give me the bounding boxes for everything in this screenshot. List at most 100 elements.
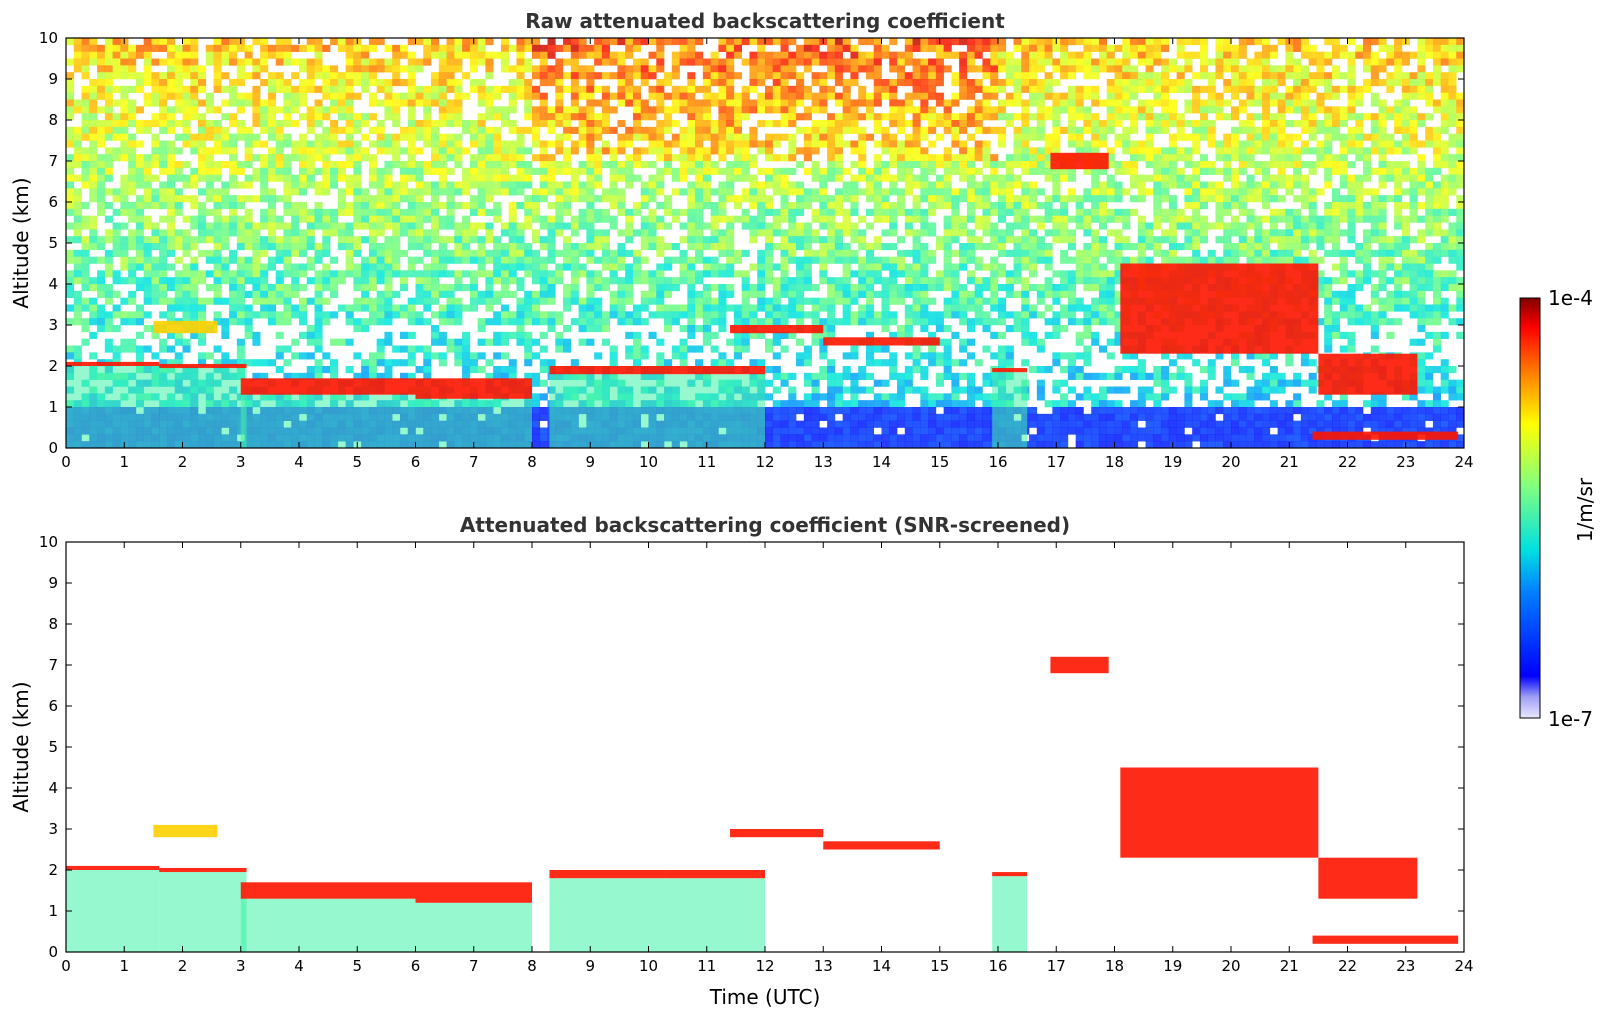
noise-cell <box>1161 65 1170 73</box>
noise-cell <box>780 236 789 244</box>
noise-cell <box>330 147 339 155</box>
noise-cell <box>306 167 315 175</box>
noise-cell <box>1067 65 1076 73</box>
noise-cell <box>454 51 463 59</box>
noise-cell <box>897 249 906 257</box>
noise-cell <box>935 284 944 292</box>
noise-cell <box>128 99 137 107</box>
noise-cell <box>982 215 991 223</box>
noise-cell <box>679 249 688 257</box>
noise-cell <box>330 92 339 100</box>
noise-cell <box>912 133 921 141</box>
noise-cell <box>438 51 447 59</box>
noise-cell <box>982 113 991 121</box>
noise-cell <box>897 65 906 73</box>
noise-cell <box>1440 154 1449 162</box>
noise-cell <box>1339 85 1348 93</box>
noise-cell <box>376 181 385 189</box>
noise-cell <box>446 79 455 87</box>
noise-cell <box>454 284 463 292</box>
noise-cell <box>547 154 556 162</box>
noise-cell <box>399 167 409 175</box>
noise-cell <box>1425 277 1434 285</box>
noise-cell <box>446 215 455 223</box>
noise-cell <box>609 38 618 46</box>
noise-cell <box>1005 58 1014 66</box>
noise-cell <box>889 174 898 182</box>
noise-cell <box>1231 126 1240 134</box>
noise-cell <box>291 229 300 237</box>
noise-cell <box>423 126 432 134</box>
noise-cell <box>1285 51 1294 59</box>
noise-cell <box>733 51 742 59</box>
noise-cell <box>1254 58 1263 66</box>
noise-cell <box>819 92 828 100</box>
noise-cell <box>221 202 230 210</box>
noise-cell <box>625 133 634 141</box>
noise-cell <box>516 38 525 46</box>
noise-cell <box>695 154 704 162</box>
noise-cell <box>1425 51 1434 59</box>
noise-cell <box>275 85 284 93</box>
noise-cell <box>81 44 90 52</box>
noise-cell <box>260 270 269 278</box>
noise-cell <box>89 229 98 237</box>
noise-cell <box>1394 215 1403 223</box>
noise-cell <box>66 222 75 230</box>
noise-cell <box>1262 126 1271 134</box>
noise-cell <box>834 154 843 162</box>
noise-cell <box>135 51 144 59</box>
noise-cell <box>1246 99 1255 107</box>
noise-cell <box>796 72 805 80</box>
noise-cell <box>881 174 890 182</box>
noise-cell <box>1060 106 1069 114</box>
noise-cell <box>337 277 346 285</box>
noise-cell <box>1456 202 1464 210</box>
noise-cell <box>819 79 828 87</box>
noise-cell <box>726 126 735 134</box>
noise-cell <box>1044 51 1053 59</box>
noise-cell <box>182 215 191 223</box>
noise-cell <box>788 222 797 230</box>
noise-cell <box>221 195 230 203</box>
noise-cell <box>1355 277 1364 285</box>
noise-cell <box>1060 38 1069 46</box>
noise-cell <box>345 263 354 271</box>
noise-cell <box>438 44 447 52</box>
noise-cell <box>299 44 308 52</box>
noise-cell <box>1199 236 1208 244</box>
noise-cell <box>1098 195 1108 203</box>
noise-cell <box>252 65 261 73</box>
noise-cell <box>578 222 587 230</box>
noise-cell <box>1005 120 1014 128</box>
noise-cell <box>1277 113 1286 121</box>
noise-cell <box>1029 195 1038 203</box>
noise-cell <box>555 120 564 128</box>
noise-cell <box>236 120 245 128</box>
noise-cell <box>710 215 719 223</box>
noise-cell <box>741 140 750 148</box>
noise-cell <box>1075 140 1084 148</box>
noise-cell <box>1161 215 1170 223</box>
noise-cell <box>563 106 572 114</box>
noise-cell <box>1231 51 1240 59</box>
noise-cell <box>982 229 991 237</box>
noise-cell <box>252 154 261 162</box>
noise-cell <box>827 236 836 244</box>
noise-cell <box>322 222 331 230</box>
noise-cell <box>1417 256 1426 264</box>
noise-cell <box>159 58 168 66</box>
noise-cell <box>1091 202 1100 210</box>
noise-cell <box>1417 85 1426 93</box>
noise-cell <box>1339 106 1348 114</box>
noise-cell <box>399 99 409 107</box>
noise-cell <box>881 79 890 87</box>
noise-cell <box>1168 181 1177 189</box>
noise-cell <box>104 51 113 59</box>
noise-cell <box>1378 263 1387 271</box>
noise-cell <box>1091 58 1100 66</box>
noise-cell <box>229 284 238 292</box>
noise-cell <box>1432 215 1441 223</box>
noise-cell <box>1246 113 1255 121</box>
noise-cell <box>679 154 688 162</box>
